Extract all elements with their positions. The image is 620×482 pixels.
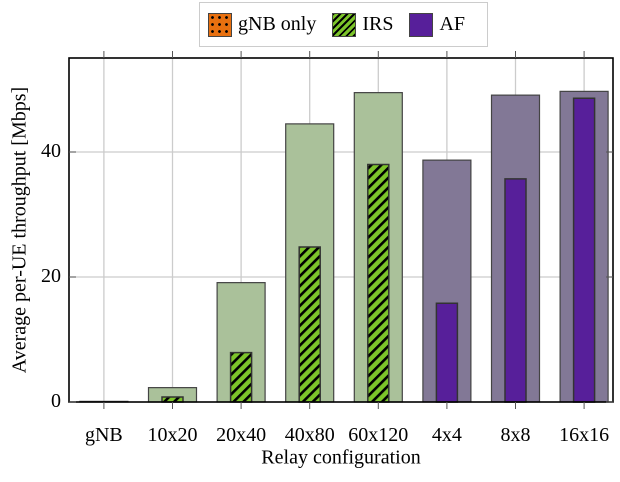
bar-group-16x16 bbox=[559, 90, 609, 403]
y-tick-label: 20 bbox=[41, 265, 61, 287]
legend-label: gNB only bbox=[238, 13, 317, 35]
plot-frame bbox=[68, 51, 614, 409]
bar-group-8x8 bbox=[490, 94, 541, 403]
legend-label: IRS bbox=[362, 13, 394, 35]
y-axis-label: Average per-UE throughput [Mbps] bbox=[8, 86, 31, 374]
hatched-green-swatch-icon bbox=[332, 12, 357, 37]
bar-group-60x120 bbox=[353, 92, 403, 403]
achieved-bar bbox=[504, 178, 527, 403]
x-tick-label: 40x80 bbox=[284, 424, 335, 446]
bar-group-4x4 bbox=[422, 159, 472, 403]
x-tick-label: 8x8 bbox=[500, 424, 531, 446]
bar-group-10x20 bbox=[147, 387, 198, 403]
legend-item-af: AF bbox=[409, 12, 466, 37]
x-tick-label: 20x40 bbox=[216, 424, 267, 446]
achieved-bar bbox=[298, 246, 321, 403]
x-axis-label: Relay configuration bbox=[261, 446, 421, 469]
x-tick-label: 60x120 bbox=[348, 424, 409, 446]
bars bbox=[79, 90, 609, 403]
bar-group-40x80 bbox=[285, 123, 335, 403]
legend: gNB only IRS AF bbox=[199, 2, 488, 47]
dotted-orange-swatch-icon bbox=[208, 12, 232, 37]
legend-label: AF bbox=[439, 13, 466, 35]
achieved-bar bbox=[435, 302, 459, 403]
solid-purple-swatch-icon bbox=[409, 12, 434, 37]
legend-item-irs: IRS bbox=[332, 12, 394, 37]
x-tick-label: 10x20 bbox=[147, 424, 198, 446]
bar-group-20x40 bbox=[216, 282, 266, 403]
x-tick-label: gNB bbox=[84, 424, 123, 446]
achieved-bar bbox=[367, 163, 390, 403]
x-tick-label: 16x16 bbox=[559, 424, 610, 446]
y-tick-label: 40 bbox=[41, 140, 61, 162]
achieved-bar bbox=[572, 97, 596, 403]
achieved-bar bbox=[229, 351, 253, 403]
y-tick-label: 0 bbox=[51, 390, 61, 412]
legend-item-gnb-only: gNB only bbox=[208, 12, 317, 37]
x-tick-label: 4x4 bbox=[431, 424, 462, 446]
